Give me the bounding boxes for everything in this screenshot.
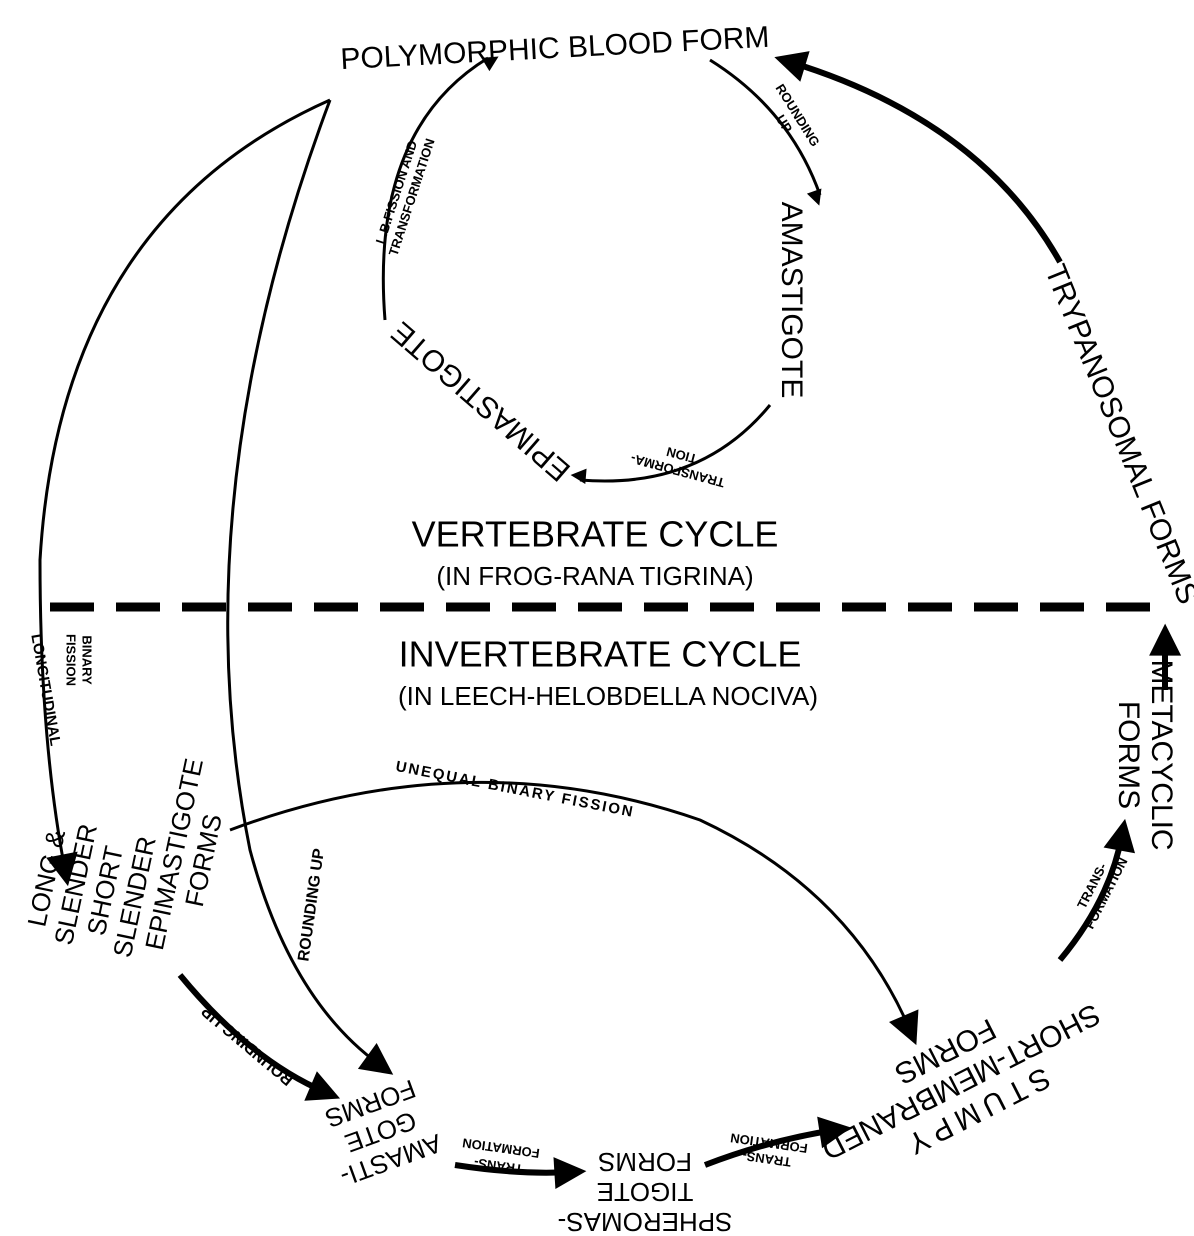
arrow	[454, 1157, 587, 1190]
arrow	[226, 99, 394, 1075]
node-label: TRYPANOSOMAL FORMS	[1038, 260, 1194, 609]
node: AMASTI- GOTE FORMS	[321, 1074, 445, 1193]
arrow	[570, 404, 772, 484]
cycle-title: VERTEBRATE CYCLE	[412, 514, 779, 555]
edge-label: TRANS-	[473, 1155, 524, 1177]
cycle-title: INVERTEBRATE CYCLE	[399, 634, 802, 675]
arrow	[38, 98, 331, 887]
node: LONG & SLENDER SHORT SLENDER EPIMASTIGOT…	[21, 756, 227, 960]
node-label: EPIMASTIGOTE	[385, 315, 576, 488]
edge: LONGITUDINAL BINARY FISSION	[27, 633, 94, 748]
node: STUMPY SHORT-MEMBRANED FORMS	[816, 997, 1105, 1166]
arrow	[703, 1116, 852, 1168]
edge: L.B.FISSION AND TRANSFORMATION	[373, 137, 438, 258]
edge-label: FORMATION	[461, 1135, 540, 1161]
node-label: METACYCLIC	[1145, 659, 1178, 850]
edge-label: UNEQUAL BINARY FISSION	[394, 758, 636, 821]
arrow	[381, 56, 499, 321]
node: SPHEROMAS- TIGOTE FORMS	[558, 1147, 733, 1236]
node-label: AMASTIGOTE	[775, 202, 808, 399]
edge: TRANS- FORMATION	[1074, 855, 1130, 931]
arrows	[38, 51, 1182, 1190]
node-label: FORMS	[1112, 701, 1145, 809]
edge: ROUNDING UP	[773, 81, 823, 149]
node: METACYCLIC FORMS	[1112, 659, 1178, 850]
arrow	[774, 51, 1063, 264]
edge: TRANSFORMA- TION	[629, 444, 726, 490]
node-label: SHORT-MEMBRANED	[816, 997, 1105, 1166]
node-label: SPHEROMAS-	[558, 1207, 733, 1236]
arrow	[229, 780, 919, 1046]
arrow	[709, 58, 822, 206]
node-label: FORMS	[598, 1147, 692, 1177]
edge-label: ROUNDING UP	[199, 1002, 297, 1088]
arrow	[1057, 818, 1136, 962]
node-label: TIGOTE	[597, 1177, 694, 1207]
cycle-subtitle: (IN FROG-RANA TIGRINA)	[436, 561, 753, 591]
edge-label: BINARY	[80, 635, 95, 685]
edge-label: ROUNDING UP	[295, 847, 328, 962]
cycle-subtitle: (IN LEECH-HELOBDELLA NOCIVA)	[398, 681, 818, 711]
edge-label: TRANS-	[741, 1148, 792, 1170]
edge-label: FISSION	[64, 634, 79, 686]
node-label: POLYMORPHIC BLOOD FORM	[340, 21, 771, 76]
arrow	[177, 973, 341, 1101]
edge-label: LONGITUDINAL	[27, 633, 63, 748]
